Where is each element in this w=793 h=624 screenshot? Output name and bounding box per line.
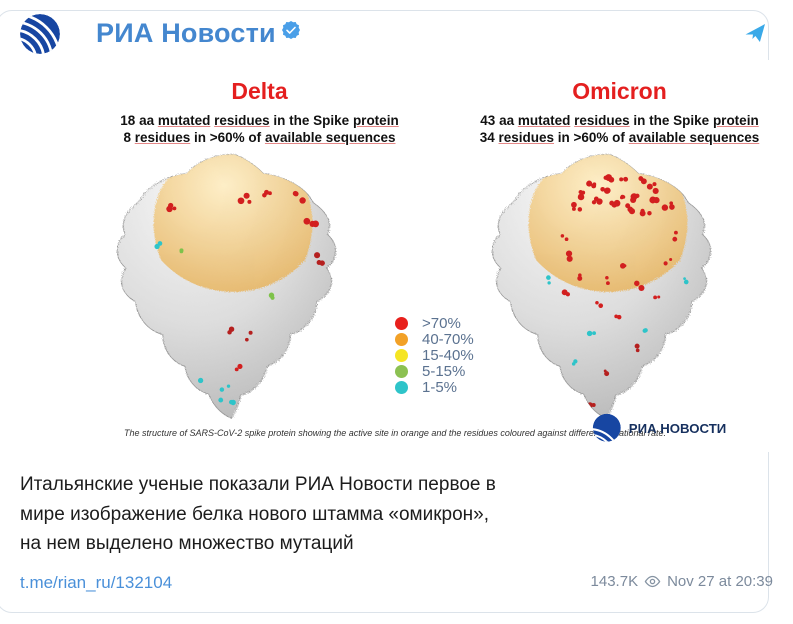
svg-text:РИА НОВОСТИ: РИА НОВОСТИ <box>629 421 726 436</box>
